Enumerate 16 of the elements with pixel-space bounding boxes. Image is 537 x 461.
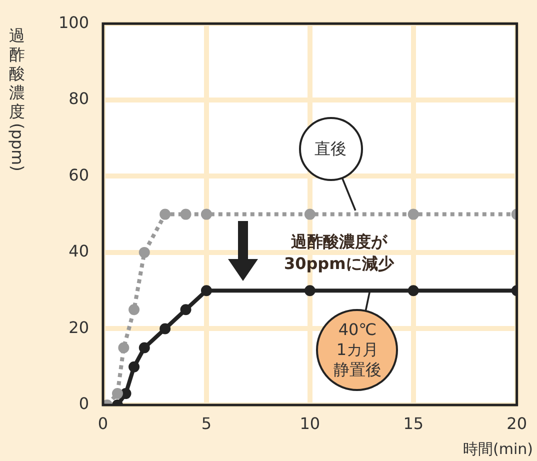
y-tick-label: 60 — [68, 165, 89, 184]
y-tick-label: 100 — [58, 12, 89, 32]
x-tick-label: 20 — [506, 414, 527, 433]
y-axis-title: 過酢酸濃度(ppm) — [7, 26, 28, 172]
y-tick-label: 20 — [68, 318, 89, 337]
series-label: 40℃1カ月静置後 — [333, 320, 382, 380]
x-tick-label: 5 — [201, 414, 212, 433]
x-axis-title: 時間(min) — [463, 440, 533, 459]
y-tick-label: 80 — [68, 89, 89, 108]
x-tick-label: 15 — [403, 414, 424, 433]
x-tick-label: 0 — [98, 414, 108, 433]
x-tick-label: 10 — [300, 414, 320, 433]
y-tick-label: 40 — [68, 242, 89, 261]
y-tick-label: 0 — [78, 394, 89, 414]
text: 直後 — [314, 139, 347, 160]
annotation: 過酢酸濃度が 30ppmに減少 — [284, 232, 395, 274]
